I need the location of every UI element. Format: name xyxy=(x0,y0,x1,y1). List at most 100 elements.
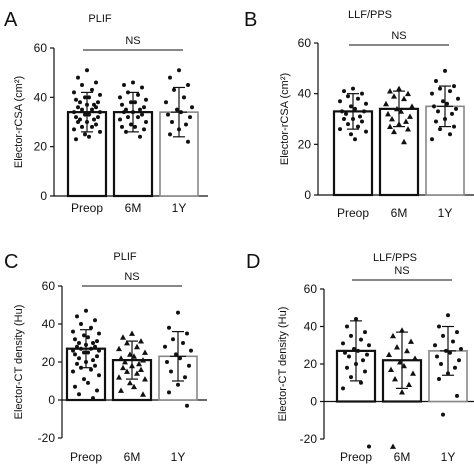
data-point xyxy=(389,116,395,122)
data-point xyxy=(122,359,128,365)
data-point xyxy=(167,325,171,330)
data-point xyxy=(124,368,130,374)
data-point xyxy=(82,333,86,338)
data-point xyxy=(140,85,144,90)
data-point xyxy=(401,95,407,102)
data-point xyxy=(441,99,445,104)
data-point xyxy=(176,382,180,387)
data-point xyxy=(445,101,449,106)
data-point xyxy=(144,97,148,102)
data-point xyxy=(129,100,133,105)
data-point xyxy=(96,115,100,120)
data-point xyxy=(72,127,76,132)
data-point xyxy=(82,350,86,355)
data-point xyxy=(437,324,441,329)
data-point xyxy=(391,128,397,135)
data-point xyxy=(443,68,447,73)
data-point xyxy=(433,343,437,348)
data-point xyxy=(179,110,183,115)
data-point xyxy=(89,367,93,372)
data-point xyxy=(95,388,99,393)
data-point xyxy=(448,132,452,137)
data-point xyxy=(71,329,75,334)
y-tick-label: 60 xyxy=(298,36,312,50)
data-point xyxy=(167,390,171,395)
data-point xyxy=(76,105,80,110)
data-point xyxy=(365,352,369,357)
data-point xyxy=(140,391,146,397)
panel-letter: B xyxy=(244,9,257,31)
data-point xyxy=(129,362,135,369)
data-point xyxy=(131,353,137,359)
y-tick-label: 60 xyxy=(34,41,48,55)
data-point xyxy=(438,86,442,91)
data-point xyxy=(90,87,94,92)
data-point xyxy=(94,122,98,127)
data-point xyxy=(436,109,440,114)
data-point xyxy=(364,101,368,106)
data-point xyxy=(118,117,122,122)
data-point xyxy=(142,105,146,110)
data-point xyxy=(84,360,88,364)
data-point xyxy=(407,113,413,119)
data-point xyxy=(353,137,357,142)
data-point xyxy=(457,358,461,363)
data-point xyxy=(441,412,445,417)
data-point xyxy=(82,377,86,382)
data-point xyxy=(126,115,130,120)
data-point xyxy=(184,122,188,127)
y-tick-label: 40 xyxy=(34,90,48,104)
data-point xyxy=(443,117,447,121)
data-point xyxy=(185,331,189,336)
data-point xyxy=(177,127,181,132)
data-point xyxy=(341,386,345,391)
data-point xyxy=(351,86,355,91)
data-point xyxy=(131,383,137,390)
data-point xyxy=(444,348,448,353)
data-point xyxy=(349,132,353,137)
data-point xyxy=(94,80,98,85)
data-point xyxy=(87,95,91,100)
significance-label: NS xyxy=(391,30,406,42)
data-point xyxy=(80,107,84,112)
y-tick-label: 20 xyxy=(298,137,312,151)
data-point xyxy=(182,95,186,100)
data-point xyxy=(364,129,368,134)
data-point xyxy=(120,124,124,129)
data-point xyxy=(77,341,81,345)
data-point xyxy=(90,124,94,129)
data-point xyxy=(390,443,396,449)
data-point xyxy=(142,127,146,132)
data-point xyxy=(169,369,173,374)
x-tick-label: Preop xyxy=(337,206,369,220)
data-point xyxy=(142,376,148,382)
data-point xyxy=(452,84,456,89)
data-point xyxy=(356,96,360,101)
data-point xyxy=(73,337,77,342)
data-point xyxy=(93,318,97,323)
data-point xyxy=(396,85,402,91)
data-point xyxy=(120,364,126,371)
chart-panel-a: A PLIF Elector-rCSA (cm²) 0 20 40 60 Preop 6M 1Y N… xyxy=(4,9,208,215)
data-point xyxy=(367,444,371,449)
data-point xyxy=(403,118,409,124)
data-point xyxy=(441,333,445,338)
x-tick-label: 6M xyxy=(125,201,142,215)
data-point xyxy=(175,107,179,112)
data-point xyxy=(405,90,411,97)
data-point xyxy=(84,308,88,313)
chart-panel-c: C PLIF Elector-CT density (Hu) -20 0 20 40 60 Pr… xyxy=(4,251,207,464)
data-point xyxy=(186,83,190,87)
data-point xyxy=(78,100,82,105)
data-point xyxy=(342,89,346,94)
data-point xyxy=(127,379,133,386)
data-point xyxy=(79,365,83,370)
data-point xyxy=(338,127,342,132)
data-point xyxy=(118,387,124,393)
data-point xyxy=(138,107,142,112)
x-tick-label: 6M xyxy=(394,450,411,464)
data-point xyxy=(354,362,358,366)
data-point xyxy=(358,114,362,119)
data-point xyxy=(342,117,346,121)
data-point xyxy=(450,111,454,116)
